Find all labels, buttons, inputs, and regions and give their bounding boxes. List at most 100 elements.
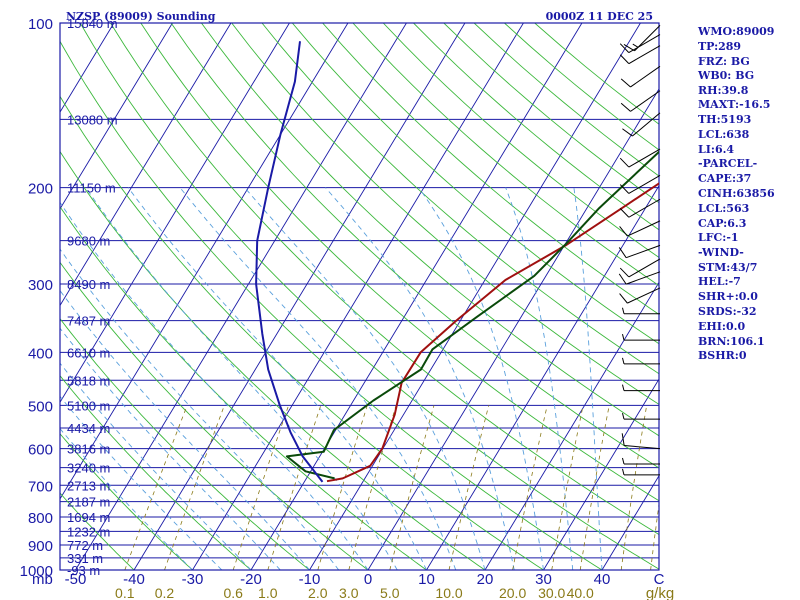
height-label: 772 m — [67, 538, 103, 553]
wind-barb — [622, 307, 660, 315]
parcel-trace — [255, 41, 324, 483]
wind-barb — [622, 334, 660, 341]
mixing-ratio-tick-label: 0.1 — [115, 585, 135, 600]
height-label: -93 m — [67, 563, 100, 578]
moist-adiabat-line — [127, 187, 427, 570]
isotherm-line — [75, 23, 407, 570]
wind-barb — [622, 457, 660, 465]
temperature-tick-label: -10 — [299, 571, 321, 588]
pressure-tick-label: 800 — [28, 510, 53, 527]
moist-adiabat-line — [60, 362, 252, 570]
wind-barb — [620, 90, 661, 112]
moist-adiabat-line — [60, 289, 310, 570]
wind-barb — [619, 198, 661, 218]
dry-adiabat-line — [60, 40, 603, 570]
dry-adiabat-line — [60, 150, 486, 570]
index-maxt: MAXT:-16.5 — [698, 98, 770, 111]
mixing-ratio-line — [448, 405, 490, 570]
mixing-ratio-tick-label: 2.0 — [308, 585, 328, 600]
temperature-tick-label: 40 — [594, 571, 611, 588]
wind-barb — [622, 468, 660, 476]
index-wmo: WMO:89009 — [697, 25, 774, 38]
pressure-tick-label: 500 — [28, 398, 53, 415]
dry-adiabat-line — [322, 23, 659, 315]
mixing-ratio-tick-label: 1.0 — [258, 585, 278, 600]
wind-barb — [618, 271, 661, 285]
height-label: 4434 m — [67, 421, 110, 436]
moist-adiabat-line — [85, 187, 398, 570]
isotherm-line — [484, 281, 659, 570]
isotherm-line — [60, 23, 232, 307]
dry-adiabat-line — [261, 23, 659, 375]
observation-time: 0000Z 11 DEC 25 — [546, 10, 653, 23]
index-cinh: CINH:63856 — [698, 187, 775, 200]
mixing-ratio-line — [512, 405, 548, 570]
section-parcel: -PARCEL- — [698, 157, 757, 170]
height-labels-group: 15840 m 13080 m 11150 m 9680 m 8490 m 7487 m 6… — [67, 16, 118, 578]
height-label: 13080 m — [67, 112, 118, 127]
mixing-ratio-line — [620, 405, 648, 570]
isotherm-line — [543, 378, 659, 570]
dry-adiabat-line — [140, 23, 659, 502]
isotherm-line — [133, 23, 466, 570]
wind-barb — [620, 65, 661, 88]
index-srds: SRDS:-32 — [698, 305, 757, 318]
dry-adiabat-line — [60, 261, 369, 570]
dry-adiabat-line — [60, 492, 135, 570]
isotherm-line — [60, 23, 173, 210]
isotherm-line — [367, 88, 659, 570]
dry-adiabat-line — [382, 23, 659, 259]
mixing-ratio-unit-label: g/kg — [646, 585, 674, 600]
wind-barb — [619, 34, 661, 54]
pressure-tick-label: 100 — [28, 16, 53, 33]
index-ehi: EHI:0.0 — [698, 320, 745, 333]
mixing-ratio-line — [650, 501, 659, 570]
temperature-trace — [326, 182, 659, 483]
dry-adiabat-line — [201, 23, 659, 437]
height-label: 2713 m — [67, 478, 110, 493]
moist-adiabat-line — [505, 187, 574, 570]
station-title: NZSP (89009) Sounding — [66, 10, 216, 23]
isotherm-line — [309, 23, 641, 570]
temperature-tick-label: 20 — [477, 571, 494, 588]
height-label: 5818 m — [67, 373, 110, 388]
section-wind: -WIND- — [698, 246, 744, 259]
mixing-ratio-line — [164, 405, 225, 570]
wind-barb — [622, 384, 660, 392]
moist-adiabat-line — [60, 327, 281, 570]
dry-adiabat-line — [60, 375, 252, 570]
index-hel: HEL:-7 — [698, 275, 741, 288]
temperature-tick-label: -40 — [123, 571, 145, 588]
wind-barb — [619, 175, 661, 194]
pressure-tick-label: 300 — [28, 277, 53, 294]
dry-adiabat-line — [60, 205, 427, 570]
index-wb0: WB0: BG — [697, 69, 754, 82]
pressure-tick-label: 900 — [28, 538, 53, 555]
mixing-ratio-tick-label: 0.2 — [155, 585, 175, 600]
index-stm: STM:43/7 — [698, 261, 757, 274]
pressure-tick-label: 400 — [28, 345, 53, 362]
height-label: 9680 m — [67, 234, 110, 249]
isotherm-line — [60, 23, 349, 500]
index-parcel-lcl: LCL:563 — [698, 202, 749, 215]
height-label: 5100 m — [67, 398, 110, 413]
index-brn: BRN:106.1 — [698, 335, 765, 348]
dry-adiabat-line — [352, 23, 659, 287]
height-label: 7487 m — [67, 314, 110, 329]
index-shr: SHR+:0.0 — [698, 290, 758, 303]
moist-adiabat-line — [60, 395, 223, 570]
isotherm-line — [426, 184, 659, 570]
dewpoint-trace — [285, 150, 659, 480]
index-lfc: LFC:-1 — [698, 231, 739, 244]
temperature-tick-label: -20 — [240, 571, 262, 588]
wind-barbs-group — [618, 25, 661, 476]
wind-barb — [622, 112, 661, 137]
mixing-ratio-line — [551, 405, 584, 570]
height-label: 8490 m — [67, 277, 110, 292]
wind-barb — [619, 220, 661, 237]
index-cap: CAP:6.3 — [698, 217, 746, 230]
moist-adiabat-line — [179, 187, 457, 570]
height-label: 1694 m — [67, 510, 110, 525]
